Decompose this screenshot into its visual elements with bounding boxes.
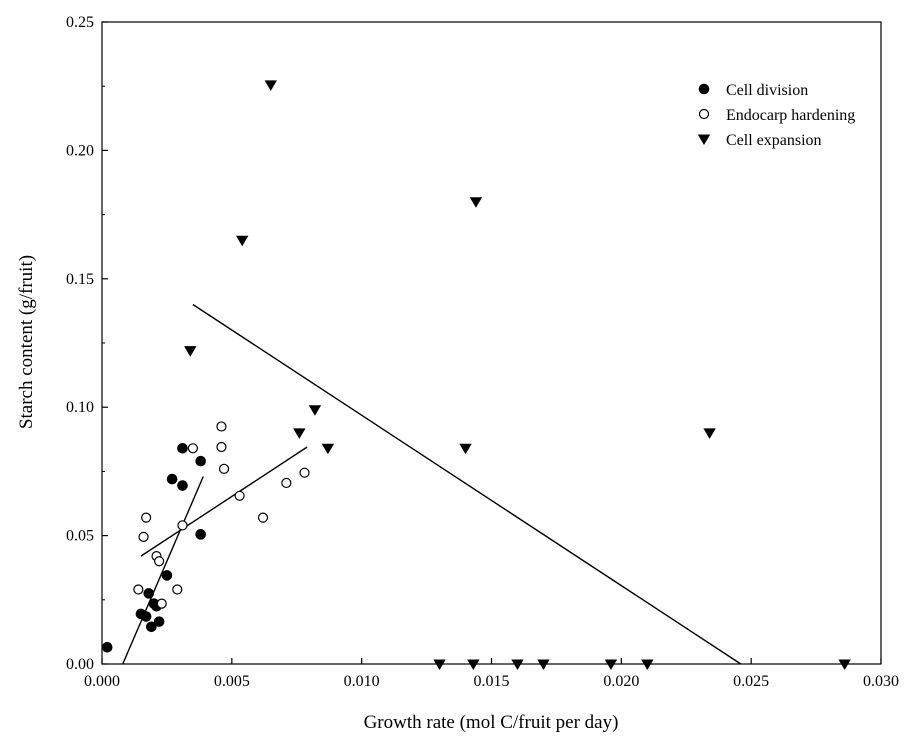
data-point [293,428,306,439]
x-tick-label: 0.030 [863,673,899,690]
data-point [257,512,269,523]
data-point [195,529,206,540]
series-group [184,80,851,671]
data-point [166,473,178,485]
x-tick-label: 0.010 [344,673,380,690]
regression-line [192,303,742,665]
data-point [459,443,472,455]
series-group [101,442,206,653]
data-point [281,477,292,489]
data-point [838,659,851,671]
x-tick-label: 0.025 [733,673,769,690]
y-tick-label: 0.25 [66,14,94,31]
data-point [184,346,197,357]
regression-lines [122,303,742,665]
regression-line [140,446,308,557]
legend-label: Cell division [726,82,808,99]
x-tick-label: 0.020 [603,673,639,690]
data-point [154,556,165,567]
data-point [236,235,249,247]
axis-ticks: 0.000 0.005 0.010 0.015 0.020 0.025 0.030 0.00 0… [66,14,899,690]
data-point [195,455,206,467]
data-point [469,197,483,208]
y-tick-label: 0.00 [66,656,94,673]
data-point [308,405,322,416]
y-tick-label: 0.20 [66,142,94,159]
y-tick-label: 0.15 [66,271,94,288]
data-point [433,659,446,671]
data-point [321,443,335,455]
data-point [146,621,157,633]
data-point [537,659,550,671]
regression-line [122,476,204,665]
data-point [172,584,183,595]
data-point [218,463,230,474]
data-point [187,443,198,454]
data-point [177,480,188,491]
data-point [604,659,618,671]
legend-label: Endocarp hardening [726,107,855,124]
data-point [140,611,152,622]
x-tick-label: 0.000 [84,673,120,690]
data-point [141,512,152,523]
data-point [156,598,167,609]
data-point [511,659,524,671]
legend-marker [698,83,710,95]
data-point [641,659,654,671]
legend: Cell division Endocarp hardening Cell expa… [697,82,855,149]
data-point [161,570,173,581]
data-point [133,584,144,595]
data-point [299,467,310,478]
x-tick-label: 0.015 [474,673,510,690]
x-axis-label: Growth rate (mol C/fruit per day) [364,712,619,733]
data-point [177,520,188,531]
series-group [133,421,310,609]
data-point [264,80,277,91]
data-point [153,616,165,627]
data-point [216,441,227,453]
data-point [216,421,227,432]
data-point [467,659,480,671]
y-tick-label: 0.10 [66,399,94,416]
data-point [101,642,113,653]
data-points [101,80,851,671]
data-point [138,531,149,542]
y-tick-label: 0.05 [66,528,94,545]
legend-label: Cell expansion [726,132,822,149]
x-tick-label: 0.005 [214,673,250,690]
data-point [143,588,155,599]
data-point [234,490,245,501]
y-axis-label: Starch content (g/fruit) [16,255,37,429]
legend-marker [698,108,710,120]
legend-marker [697,134,711,146]
data-point [703,428,716,439]
data-point [177,442,188,454]
